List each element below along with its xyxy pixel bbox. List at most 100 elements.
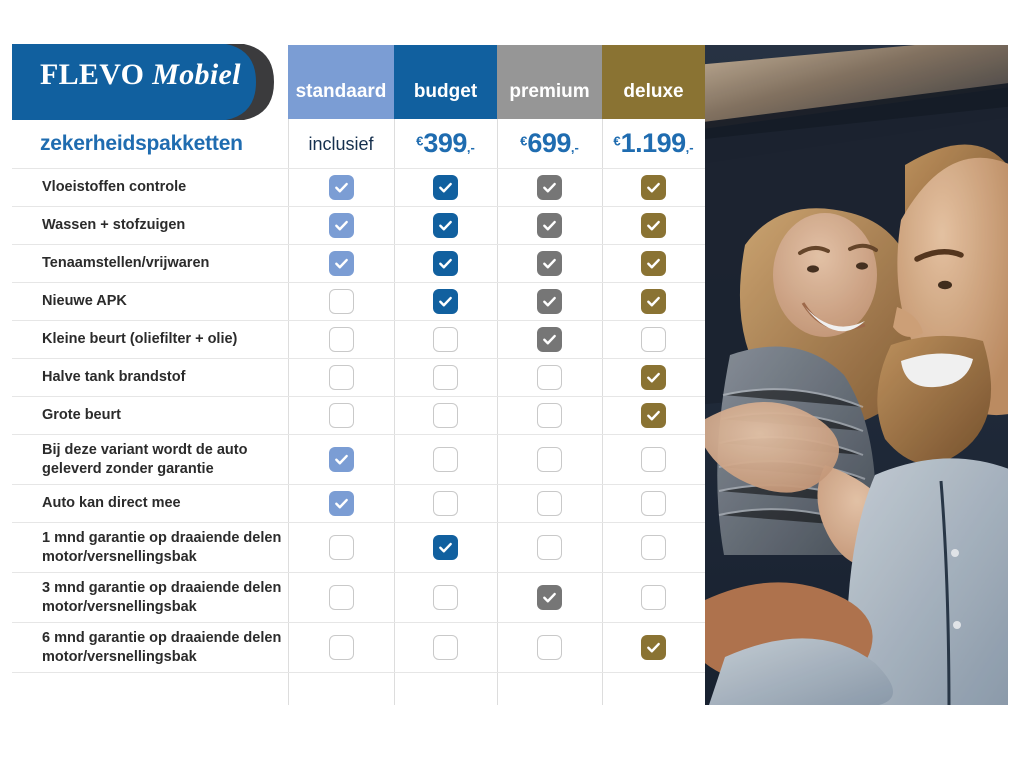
- checkbox-checked-icon[interactable]: [537, 289, 562, 314]
- checkbox-checked-icon[interactable]: [433, 213, 458, 238]
- flevo-mobiel-logo: [12, 44, 280, 120]
- checkbox-cell-premium: [497, 359, 602, 396]
- checkbox-cell-premium: [497, 523, 602, 572]
- checkbox-cell-premium: [497, 435, 602, 484]
- checkbox-unchecked-icon[interactable]: [328, 365, 354, 390]
- checkbox-unchecked-icon[interactable]: [328, 327, 354, 352]
- table-row: Halve tank brandstof: [12, 358, 705, 396]
- column-header-premium[interactable]: premium: [497, 45, 602, 119]
- price-standaard: inclusief: [308, 133, 374, 154]
- logo-wordmark: FLEVO Mobiel: [40, 58, 241, 92]
- checkbox-checked-icon[interactable]: [433, 535, 458, 560]
- price-amount-deluxe: 1.199: [620, 128, 687, 158]
- logo-word-mobiel: Mobiel: [152, 58, 241, 91]
- table-row: 6 mnd garantie op draaiende delen motor/…: [12, 622, 705, 673]
- checkbox-checked-icon[interactable]: [641, 365, 666, 390]
- checkbox-checked-icon[interactable]: [641, 289, 666, 314]
- price-suffix-deluxe: ,-: [685, 140, 694, 155]
- checkbox-cell-deluxe: [602, 435, 705, 484]
- checkbox-cell-standaard: [288, 485, 394, 522]
- checkbox-checked-icon[interactable]: [328, 447, 354, 472]
- checkbox-cell-budget: [394, 207, 497, 244]
- column-header-standaard[interactable]: standaard: [288, 45, 394, 119]
- checkbox-checked-icon[interactable]: [433, 175, 458, 200]
- column-header-budget[interactable]: budget: [394, 45, 497, 119]
- feature-label: Grote beurt: [42, 407, 121, 424]
- checkbox-unchecked-icon[interactable]: [433, 403, 458, 428]
- feature-label: Bij deze variant wordt de auto geleverd …: [42, 441, 248, 477]
- table-row: Grote beurt: [12, 396, 705, 434]
- feature-label: Kleine beurt (oliefilter + olie): [42, 331, 238, 348]
- checkbox-unchecked-icon[interactable]: [433, 327, 458, 352]
- checkbox-checked-icon[interactable]: [641, 635, 666, 660]
- checkbox-unchecked-icon[interactable]: [537, 635, 562, 660]
- price-amount-premium: 699: [527, 128, 571, 158]
- checkbox-cell-deluxe: [602, 573, 705, 622]
- checkbox-cell-premium: [497, 169, 602, 206]
- checkbox-unchecked-icon[interactable]: [328, 635, 354, 660]
- checkbox-unchecked-icon[interactable]: [433, 635, 458, 660]
- checkbox-cell-standaard: [288, 245, 394, 282]
- checkbox-checked-icon[interactable]: [641, 175, 666, 200]
- checkbox-checked-icon[interactable]: [641, 251, 666, 276]
- checkbox-unchecked-icon[interactable]: [537, 491, 562, 516]
- checkbox-unchecked-icon[interactable]: [641, 491, 666, 516]
- currency-symbol-premium: €: [520, 133, 528, 149]
- checkbox-checked-icon[interactable]: [537, 327, 562, 352]
- checkbox-checked-icon[interactable]: [328, 491, 354, 516]
- checkbox-checked-icon[interactable]: [328, 251, 354, 276]
- checkbox-unchecked-icon[interactable]: [433, 447, 458, 472]
- checkbox-unchecked-icon[interactable]: [537, 447, 562, 472]
- checkbox-checked-icon[interactable]: [328, 175, 354, 200]
- checkbox-checked-icon[interactable]: [328, 213, 354, 238]
- checkbox-checked-icon[interactable]: [433, 289, 458, 314]
- column-divider-4: [602, 119, 603, 705]
- price-cell-premium: €699,-: [497, 119, 602, 168]
- price-premium: €699,-: [520, 130, 579, 157]
- column-header-label-budget: budget: [413, 81, 478, 102]
- checkbox-unchecked-icon[interactable]: [641, 447, 666, 472]
- checkbox-checked-icon[interactable]: [641, 403, 666, 428]
- checkbox-unchecked-icon[interactable]: [641, 535, 666, 560]
- checkbox-cell-budget: [394, 623, 497, 672]
- checkbox-cell-standaard: [288, 523, 394, 572]
- checkbox-unchecked-icon[interactable]: [328, 535, 354, 560]
- logo-shape: [12, 44, 274, 120]
- feature-label: Halve tank brandstof: [42, 369, 186, 386]
- hero-photo: [705, 45, 1008, 705]
- checkbox-checked-icon[interactable]: [537, 213, 562, 238]
- checkbox-unchecked-icon[interactable]: [328, 403, 354, 428]
- checkbox-cell-budget: [394, 169, 497, 206]
- checkbox-unchecked-icon[interactable]: [433, 585, 458, 610]
- checkbox-checked-icon[interactable]: [537, 585, 562, 610]
- checkbox-cell-deluxe: [602, 169, 705, 206]
- checkbox-unchecked-icon[interactable]: [641, 327, 666, 352]
- checkbox-unchecked-icon[interactable]: [641, 585, 666, 610]
- price-cell-budget: €399,-: [394, 119, 497, 168]
- checkbox-checked-icon[interactable]: [537, 251, 562, 276]
- column-header-label-deluxe: deluxe: [623, 81, 684, 102]
- currency-symbol-deluxe: €: [613, 133, 621, 149]
- price-cell-standaard: inclusief: [288, 119, 394, 168]
- checkbox-cell-premium: [497, 321, 602, 358]
- checkbox-cell-budget: [394, 321, 497, 358]
- checkbox-unchecked-icon[interactable]: [433, 365, 458, 390]
- checkbox-unchecked-icon[interactable]: [328, 585, 354, 610]
- checkbox-unchecked-icon[interactable]: [537, 365, 562, 390]
- feature-label: 6 mnd garantie op draaiende delen motor/…: [42, 629, 282, 665]
- checkbox-unchecked-icon[interactable]: [433, 491, 458, 516]
- logo-word-flevo: FLEVO: [40, 58, 145, 91]
- checkbox-checked-icon[interactable]: [433, 251, 458, 276]
- checkbox-checked-icon[interactable]: [641, 213, 666, 238]
- checkbox-unchecked-icon[interactable]: [537, 535, 562, 560]
- column-header-deluxe[interactable]: deluxe: [602, 45, 705, 119]
- page-title: zekerheidspakketten: [40, 132, 243, 155]
- checkbox-checked-icon[interactable]: [537, 175, 562, 200]
- checkbox-unchecked-icon[interactable]: [537, 403, 562, 428]
- checkbox-unchecked-icon[interactable]: [328, 289, 354, 314]
- table-row: Kleine beurt (oliefilter + olie): [12, 320, 705, 358]
- table-row: Auto kan direct mee: [12, 484, 705, 522]
- checkbox-cell-budget: [394, 485, 497, 522]
- checkbox-cell-budget: [394, 283, 497, 320]
- checkbox-cell-standaard: [288, 283, 394, 320]
